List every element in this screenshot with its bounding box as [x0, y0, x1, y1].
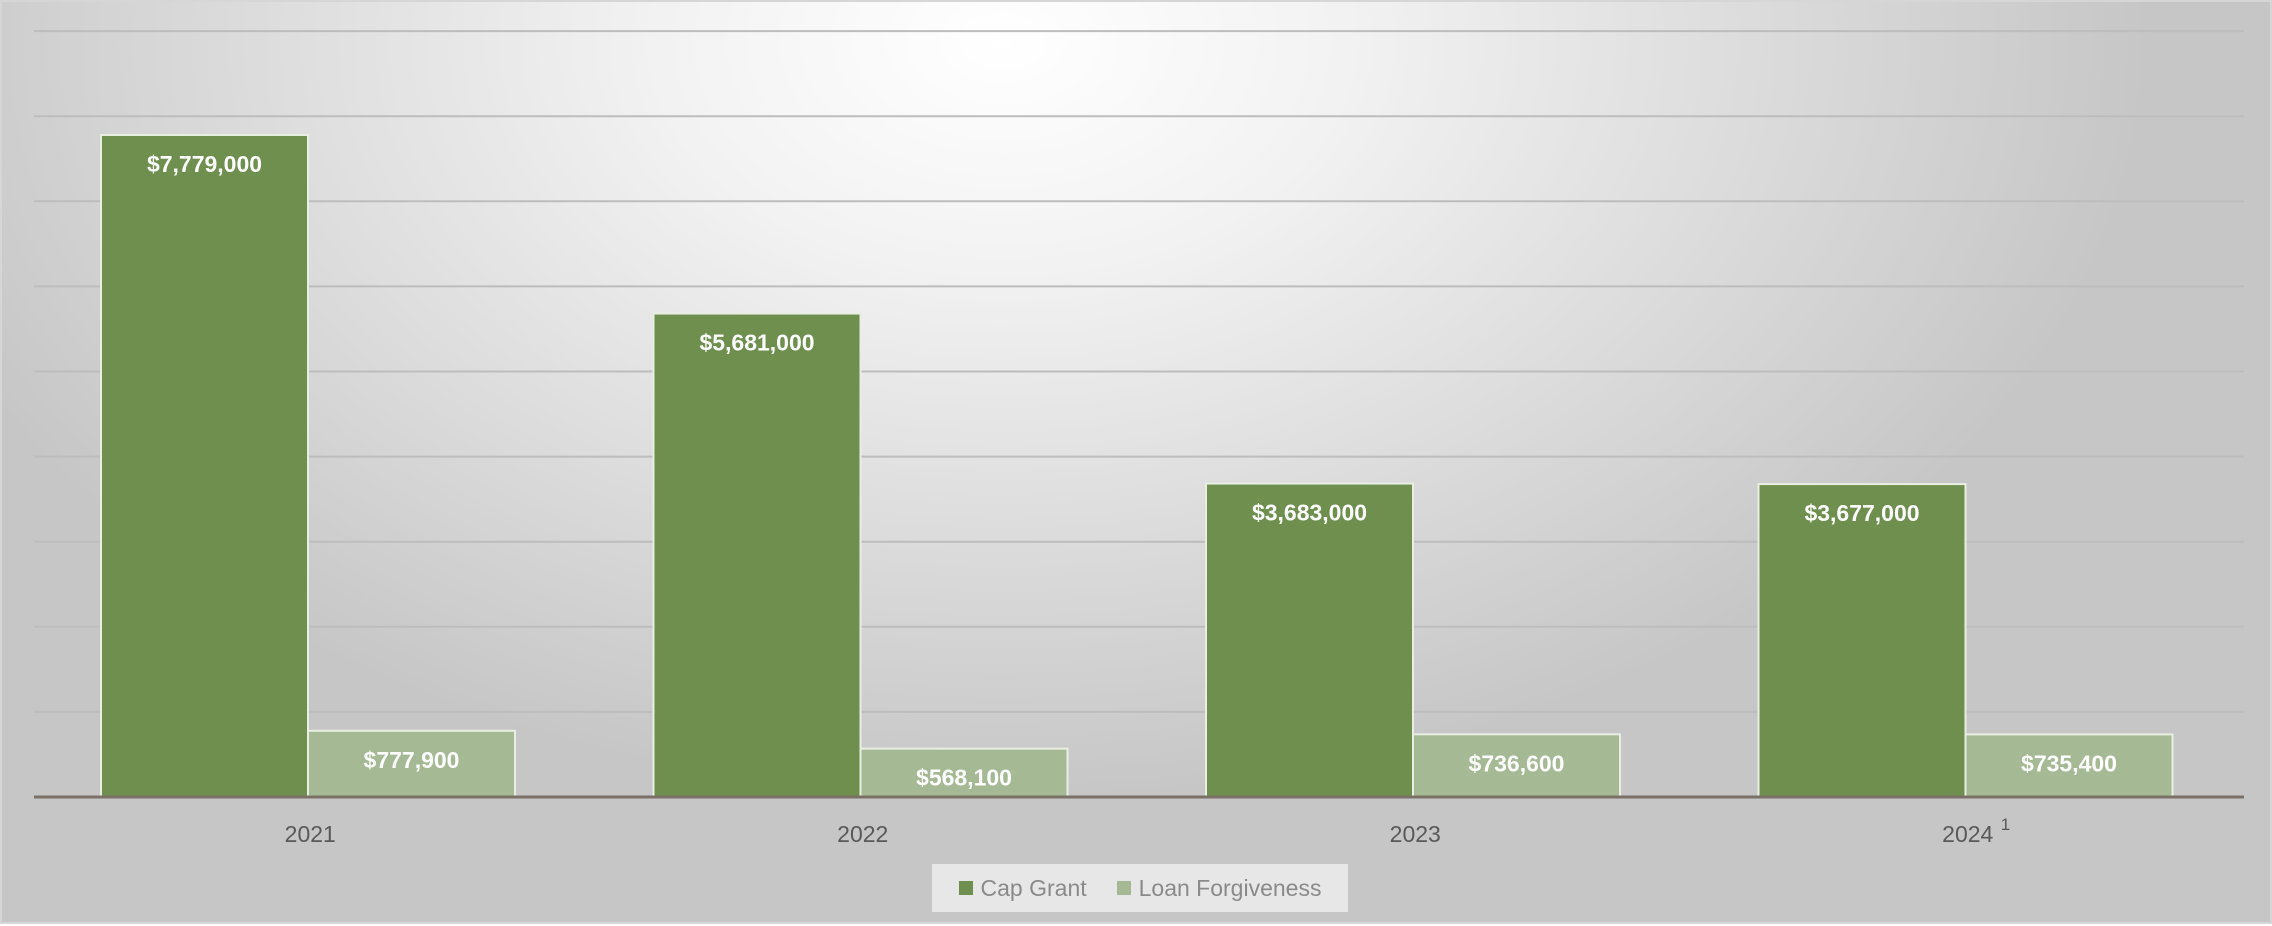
x-tick-label-2021: 2021 [285, 821, 336, 847]
bar-cap-grant-2023 [1205, 482, 1414, 798]
data-label-cap-grant-2023: $3,683,000 [1252, 500, 1367, 526]
data-label-cap-grant-2022: $5,681,000 [699, 330, 814, 356]
data-label-loan-forgiveness-2021: $777,900 [364, 747, 460, 773]
data-label-loan-forgiveness-2024: $735,400 [2021, 750, 2117, 776]
bar-cap-grant-2022 [652, 312, 862, 798]
legend-item-cap-grant: Cap Grant [958, 874, 1087, 902]
x-tick-label-2024: 2024 [1942, 821, 1993, 847]
bar-cap-grant-2021 [100, 134, 309, 799]
x-tick-superscript-2024: 1 [2001, 815, 2010, 834]
bars [100, 134, 2174, 799]
gridlines [34, 30, 2244, 713]
legend-item-loan-forgiveness: Loan Forgiveness [1116, 874, 1322, 902]
data-label-cap-grant-2024: $3,677,000 [1804, 500, 1919, 526]
data-label-loan-forgiveness-2023: $736,600 [1469, 750, 1565, 776]
bar-cap-grant-2024 [1757, 483, 1967, 798]
legend-label-loan-forgiveness: Loan Forgiveness [1138, 874, 1322, 901]
x-axis-tick-labels: 2021 2022 2023 2024 1 [285, 815, 2011, 847]
data-labels: $7,779,000 $777,900 $5,681,000 $568,100 $3,6… [147, 151, 2117, 791]
legend-swatch-cap-grant [958, 881, 973, 895]
data-label-cap-grant-2021: $7,779,000 [147, 151, 262, 177]
legend: Cap Grant Loan Forgiveness [932, 864, 1348, 912]
legend-swatch-loan-forgiveness [1116, 881, 1131, 895]
x-tick-label-2022: 2022 [837, 821, 888, 847]
data-label-loan-forgiveness-2022: $568,100 [916, 765, 1012, 791]
bar-loan-forgiveness-2021 [307, 729, 516, 799]
legend-label-cap-grant: Cap Grant [980, 874, 1087, 901]
x-tick-label-2023: 2023 [1390, 821, 1441, 847]
